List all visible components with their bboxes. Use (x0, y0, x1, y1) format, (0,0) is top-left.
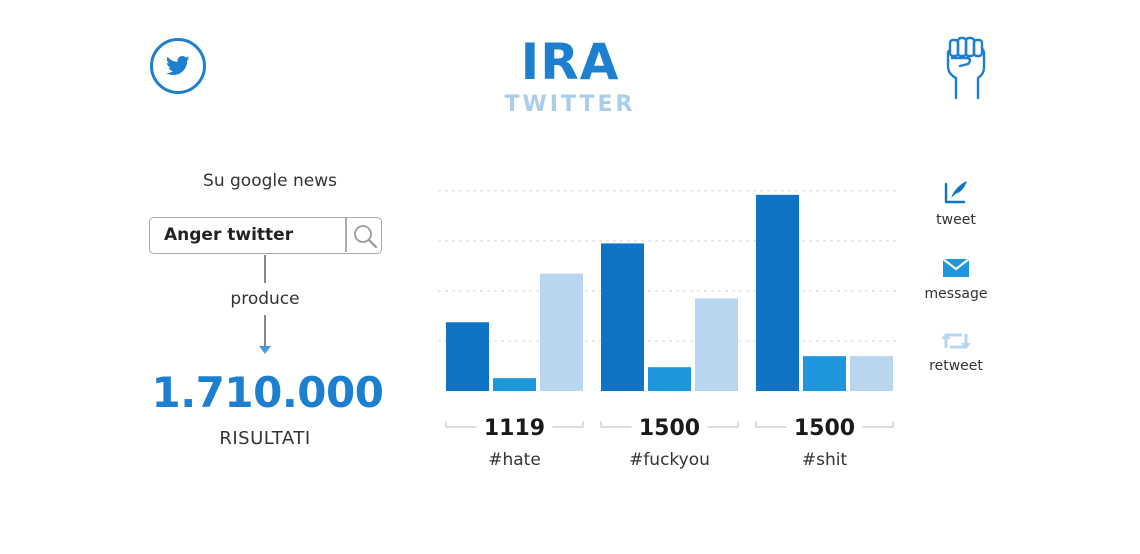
legend-label: message (924, 286, 988, 302)
legend-item-tweet: tweet (916, 178, 996, 228)
group-total-label: 1500 (639, 416, 700, 441)
twitter-bird-icon (166, 56, 190, 75)
bar-retweet-fuckyou (695, 298, 738, 391)
search-box[interactable]: Anger twitter (149, 217, 382, 254)
retweet-icon (941, 333, 971, 349)
total-label-backdrop (476, 413, 553, 439)
twitter-badge[interactable] (150, 38, 206, 94)
total-label-backdrop (786, 413, 863, 439)
bar-retweet-shit (850, 356, 893, 391)
category-label: #hate (488, 450, 541, 470)
bar-message-hate (493, 378, 536, 391)
bar-message-fuckyou (648, 367, 691, 391)
legend-item-message: message (916, 256, 996, 302)
bar-tweet-shit (756, 194, 799, 391)
search-input-value[interactable]: Anger twitter (164, 225, 294, 245)
legend-label: tweet (936, 212, 976, 228)
arrow-down-icon (259, 346, 271, 354)
envelope-icon (942, 258, 970, 277)
magnifier-icon[interactable] (352, 223, 380, 249)
bar-message-shit (803, 356, 846, 391)
search-divider (345, 218, 347, 252)
category-label: #shit (802, 450, 848, 470)
result-label: RISULTATI (219, 428, 311, 449)
raised-fist-icon (946, 36, 986, 100)
result-count: 1.710.000 (151, 368, 384, 417)
connector-line (264, 255, 266, 283)
group-total-label: 1119 (484, 416, 545, 441)
legend-label: retweet (929, 358, 983, 374)
search-intro-label: Su google news (203, 171, 337, 191)
page-title: IRA (520, 33, 620, 91)
bar-retweet-hate (540, 273, 583, 391)
bar-chart: 1119 #hate 1500 #fuckyou 1500 #shit (438, 190, 900, 470)
bar-tweet-hate (446, 322, 489, 391)
bar-tweet-fuckyou (601, 243, 644, 391)
tweet-quill-icon (944, 181, 967, 204)
category-label: #fuckyou (629, 450, 710, 470)
page-subtitle: TWITTER (504, 92, 636, 117)
connector-label: produce (230, 289, 300, 309)
connector-line (264, 315, 266, 349)
legend-item-retweet: retweet (916, 330, 996, 374)
total-label-backdrop (631, 413, 708, 439)
group-total-label: 1500 (794, 416, 855, 441)
